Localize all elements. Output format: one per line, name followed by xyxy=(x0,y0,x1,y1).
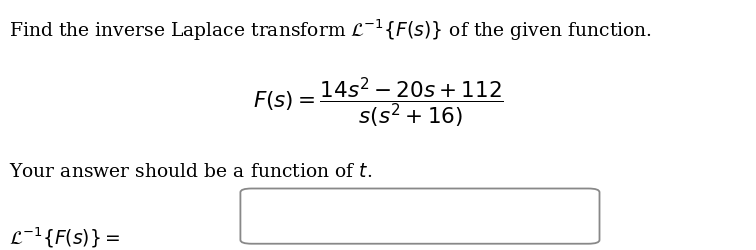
Text: $\mathcal{L}^{-1}\{F(s)\} = $: $\mathcal{L}^{-1}\{F(s)\} = $ xyxy=(9,225,121,250)
Text: Find the inverse Laplace transform $\mathcal{L}^{-1}\{F(s)\}$ of the given funct: Find the inverse Laplace transform $\mat… xyxy=(9,18,652,43)
Text: Your answer should be a function of $t$.: Your answer should be a function of $t$. xyxy=(9,162,372,180)
FancyBboxPatch shape xyxy=(240,189,600,244)
Text: $F(s) = \dfrac{14s^2 - 20s + 112}{s(s^2 + 16)}$: $F(s) = \dfrac{14s^2 - 20s + 112}{s(s^2 … xyxy=(253,75,503,129)
